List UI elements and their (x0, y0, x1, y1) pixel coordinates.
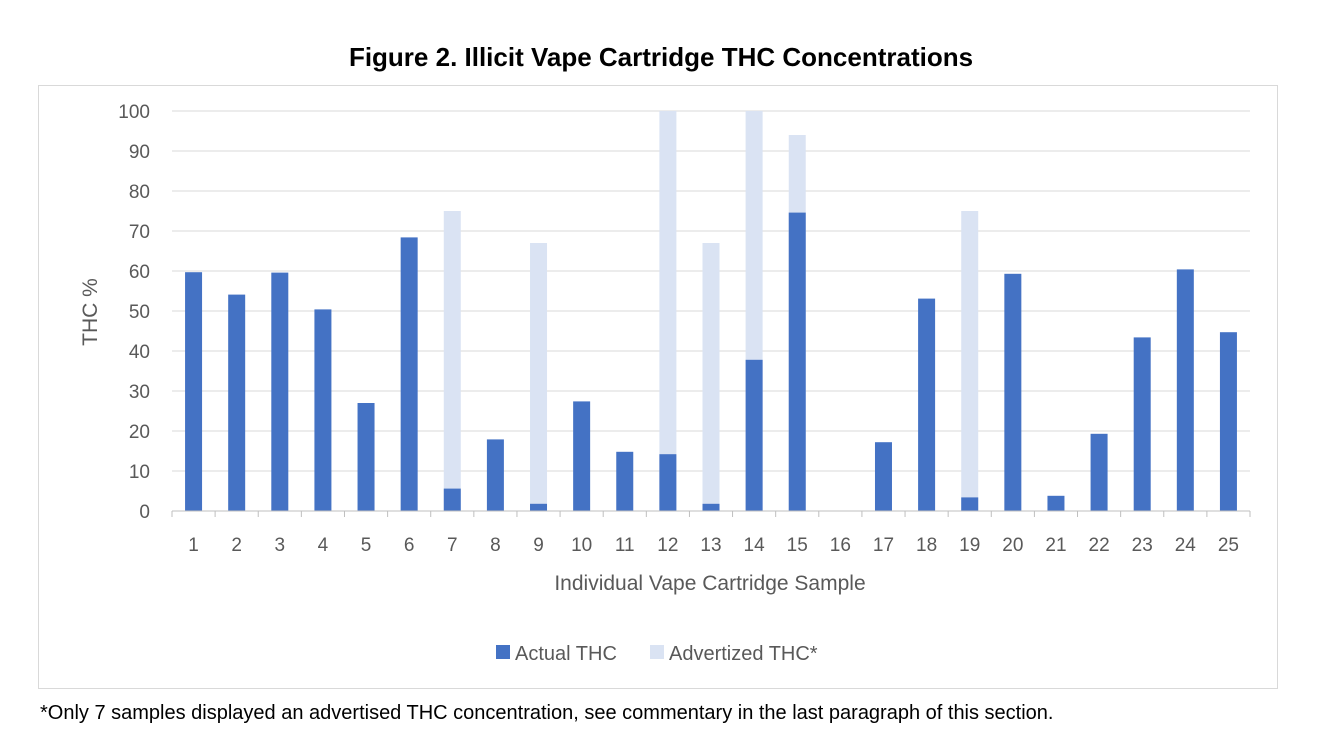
x-tick-label: 13 (700, 535, 721, 556)
bar-actual-21 (1047, 495, 1065, 511)
bar-actual-20 (1004, 273, 1022, 511)
y-tick-label: 10 (129, 462, 150, 483)
bar-actual-7 (443, 488, 461, 511)
y-tick-label: 100 (118, 102, 150, 123)
legend-swatch-advertized (650, 645, 664, 659)
y-tick-label: 70 (129, 222, 150, 243)
bar-advertized-9 (530, 243, 548, 511)
y-axis-label: THC % (79, 278, 102, 346)
legend-label-advertized: Advertized THC* (669, 643, 818, 665)
actual-bars (185, 212, 1237, 511)
bar-actual-2 (228, 294, 246, 511)
footnote: *Only 7 samples displayed an advertised … (40, 702, 1054, 724)
x-tick-label: 17 (873, 535, 894, 556)
legend: Actual THC Advertized THC* (496, 643, 818, 665)
x-tick-label: 19 (959, 535, 980, 556)
bar-actual-5 (357, 403, 375, 511)
y-tick-label: 40 (129, 342, 150, 363)
legend-swatch-actual (496, 645, 510, 659)
x-tick-label: 16 (830, 535, 851, 556)
x-tick-label: 20 (1002, 535, 1023, 556)
bar-actual-14 (745, 359, 763, 511)
y-tick-label: 90 (129, 142, 150, 163)
bar-advertized-12 (659, 111, 677, 511)
x-tick-label: 15 (787, 535, 808, 556)
x-tick-label: 25 (1218, 535, 1239, 556)
bar-actual-4 (314, 309, 332, 511)
y-tick-label: 0 (139, 502, 150, 523)
y-tick-label: 60 (129, 262, 150, 283)
bar-advertized-13 (702, 243, 720, 511)
bar-advertized-19 (961, 211, 979, 511)
x-tick-label: 5 (361, 535, 372, 556)
bar-actual-12 (659, 454, 677, 511)
bar-actual-3 (271, 272, 289, 511)
bar-actual-9 (530, 503, 548, 511)
chart-frame (38, 85, 1278, 689)
x-tick-label: 12 (657, 535, 678, 556)
y-tick-label: 30 (129, 382, 150, 403)
x-tick-label: 14 (744, 535, 766, 556)
bar-actual-13 (702, 503, 720, 511)
x-tick-label: 10 (571, 535, 592, 556)
x-tick-label: 6 (404, 535, 415, 556)
bar-actual-22 (1090, 433, 1108, 511)
bar-actual-24 (1176, 269, 1194, 511)
x-tick-label: 23 (1132, 535, 1153, 556)
x-axis (171, 510, 1251, 517)
x-tick-label: 18 (916, 535, 937, 556)
x-tick-label: 9 (533, 535, 544, 556)
bar-actual-23 (1133, 337, 1151, 511)
x-tick-label: 4 (318, 535, 329, 556)
bar-actual-1 (185, 272, 203, 511)
bar-actual-11 (616, 451, 634, 511)
legend-label-actual: Actual THC (515, 643, 617, 665)
bar-actual-19 (961, 497, 979, 511)
x-tick-label: 8 (490, 535, 501, 556)
bar-actual-18 (918, 298, 936, 511)
x-tick-labels: 1 2 3 4 5 6 7 8 9 10 11 12 13 14 15 16 17 18 19 20 21 22 23 24 2… (188, 535, 1239, 556)
y-tick-label: 20 (129, 422, 150, 443)
bar-actual-6 (400, 237, 418, 511)
y-tick-label: 80 (129, 182, 150, 203)
x-tick-label: 7 (447, 535, 458, 556)
bar-actual-15 (788, 212, 806, 511)
x-tick-label: 11 (615, 535, 635, 556)
x-tick-label: 2 (231, 535, 242, 556)
chart-title: Figure 2. Illicit Vape Cartridge THC Con… (348, 42, 974, 72)
x-tick-label: 22 (1089, 535, 1110, 556)
bar-advertized-7 (443, 211, 461, 511)
x-tick-label: 3 (275, 535, 286, 556)
bar-actual-10 (573, 401, 591, 511)
x-tick-label: 1 (188, 535, 199, 556)
bar-actual-25 (1219, 332, 1237, 511)
x-tick-label: 21 (1045, 535, 1066, 556)
bar-actual-8 (486, 439, 504, 511)
x-tick-label: 24 (1175, 535, 1197, 556)
y-tick-labels: 0 10 20 30 40 50 60 70 80 90 100 (118, 102, 150, 523)
y-tick-label: 50 (129, 302, 150, 323)
gridlines (172, 110, 1250, 472)
bar-actual-17 (874, 442, 892, 511)
x-axis-label: Individual Vape Cartridge Sample (554, 572, 865, 595)
